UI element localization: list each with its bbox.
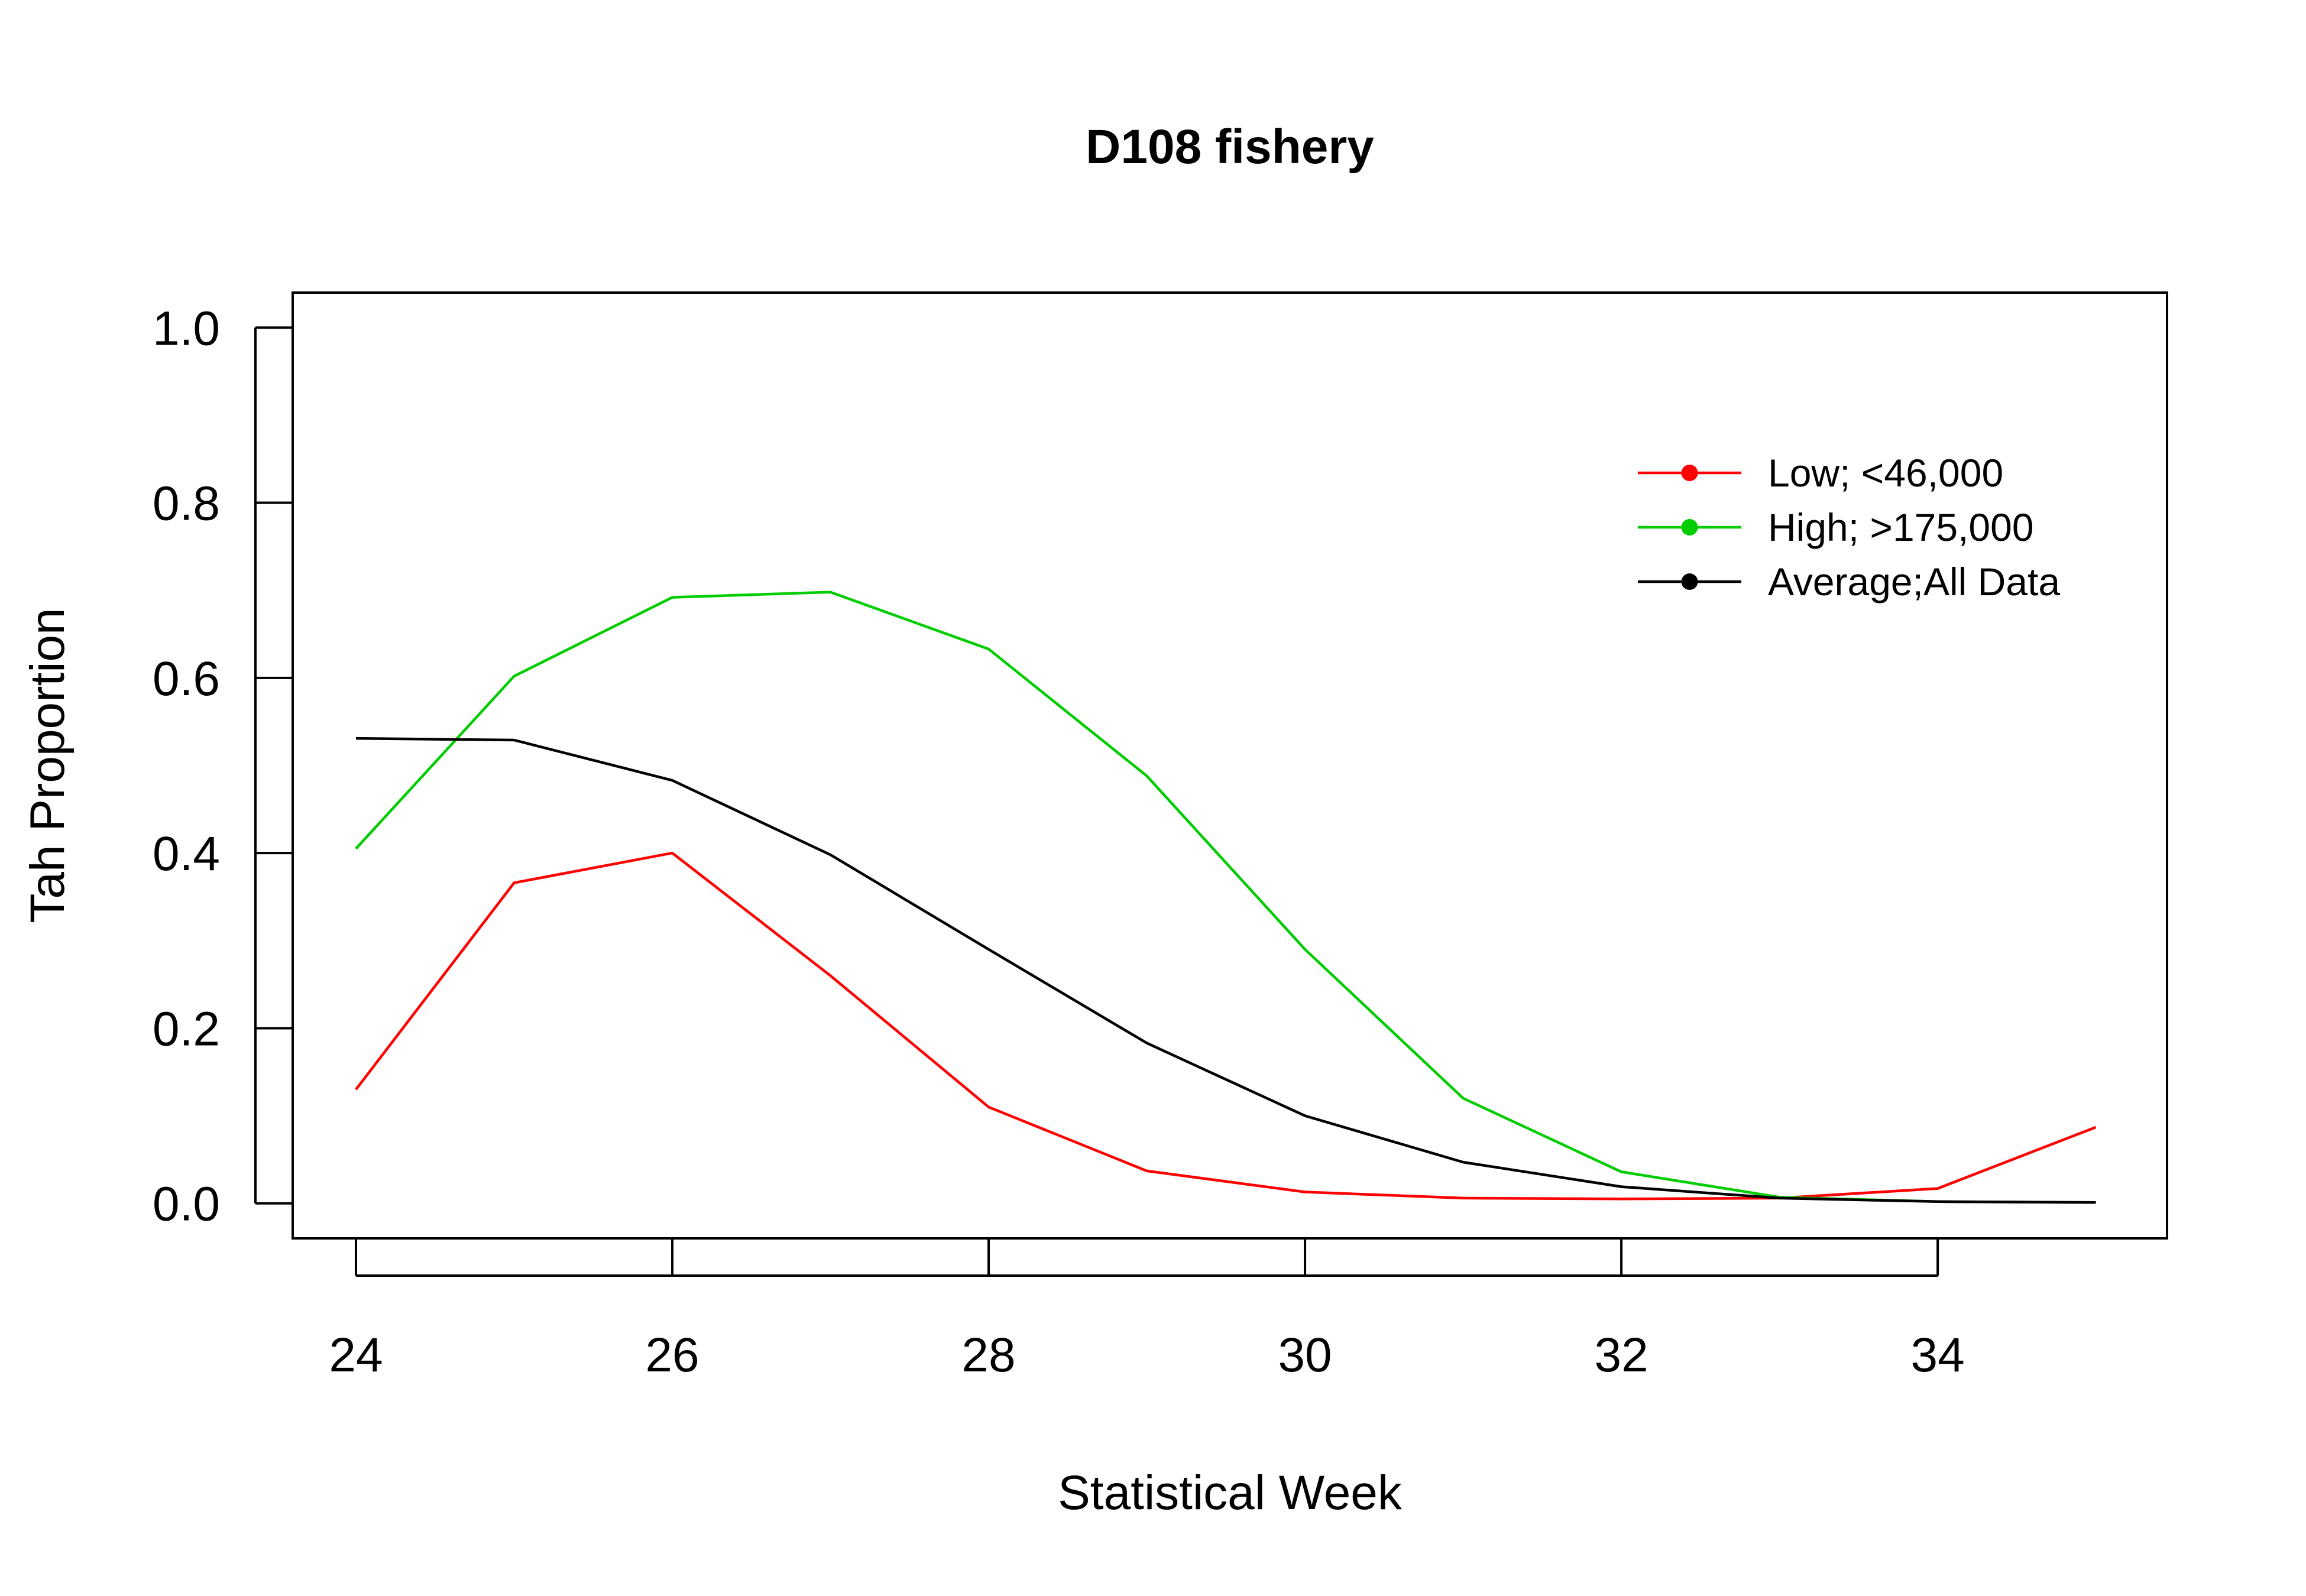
series-line: [355, 591, 2096, 1204]
x-tick-label: 34: [1911, 1328, 1965, 1382]
legend-marker: [1681, 465, 1698, 481]
y-tick-label: 1.0: [153, 301, 220, 355]
series-line: [355, 851, 2097, 1201]
plot-area-frame: [292, 291, 2168, 1240]
legend-marker: [1681, 573, 1698, 590]
series-group: [355, 591, 2097, 1204]
x-tick-label: 30: [1278, 1328, 1332, 1382]
y-tick-label: 0.2: [153, 1002, 220, 1056]
series-line: [355, 737, 2096, 1204]
legend-marker: [1681, 519, 1698, 536]
y-axis-label: Tah Proportion: [21, 608, 75, 923]
x-axis-label: Statistical Week: [1058, 1466, 1403, 1520]
x-tick-label: 24: [329, 1328, 383, 1382]
x-tick-label: 28: [961, 1328, 1015, 1382]
y-tick-label: 0.0: [153, 1177, 220, 1231]
y-tick-label: 0.6: [153, 652, 220, 706]
y-tick-label: 0.8: [153, 477, 220, 531]
x-tick-label: 32: [1594, 1328, 1648, 1382]
legend-label: High; >175,000: [1768, 505, 2034, 549]
legend-label: Low; <46,000: [1768, 451, 2003, 495]
legend-label: Average;All Data: [1768, 560, 2060, 604]
x-tick-label: 26: [645, 1328, 699, 1382]
x-axis: 24 26 28 30 32 34: [329, 1238, 1965, 1382]
y-tick-label: 0.4: [153, 827, 220, 881]
chart-title: D108 fishery: [1086, 120, 1374, 174]
legend: Low; <46,000 High; >175,000 Average;All Da…: [1638, 451, 2060, 604]
y-axis: 0.0 0.2 0.4 0.6 0.8 1.0: [153, 301, 293, 1231]
